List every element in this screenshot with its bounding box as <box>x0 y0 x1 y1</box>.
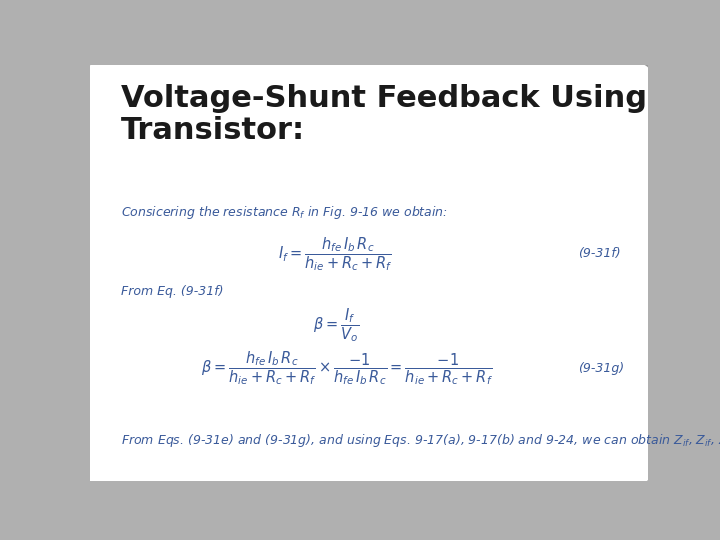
Text: $\beta = \dfrac{h_{fe}\,I_b\,R_c}{h_{ie} + R_c + R_f} \times \dfrac{-1}{h_{fe}\,: $\beta = \dfrac{h_{fe}\,I_b\,R_c}{h_{ie}… <box>201 349 492 387</box>
Text: Voltage-Shunt Feedback Using
Transistor:: Voltage-Shunt Feedback Using Transistor: <box>121 84 647 145</box>
Text: (9-31f): (9-31f) <box>578 247 621 260</box>
Text: From Eqs. (9-31e) and (9-31g), and using Eqs. 9-17(a), 9-17(b) and 9-24, we can : From Eqs. (9-31e) and (9-31g), and using… <box>121 433 720 450</box>
Text: $I_f = \dfrac{h_{fe}\,I_b\,R_c}{h_{ie} + R_c + R_f}$: $I_f = \dfrac{h_{fe}\,I_b\,R_c}{h_{ie} +… <box>279 235 392 273</box>
FancyBboxPatch shape <box>84 63 651 485</box>
Text: $\beta = \dfrac{I_f}{V_o}$: $\beta = \dfrac{I_f}{V_o}$ <box>312 306 359 343</box>
Text: From Eq. (9-31f): From Eq. (9-31f) <box>121 285 223 298</box>
Text: (9-31g): (9-31g) <box>578 362 624 375</box>
Text: Consicering the resistance $R_f$ in Fig. 9-16 we obtain:: Consicering the resistance $R_f$ in Fig.… <box>121 204 448 221</box>
